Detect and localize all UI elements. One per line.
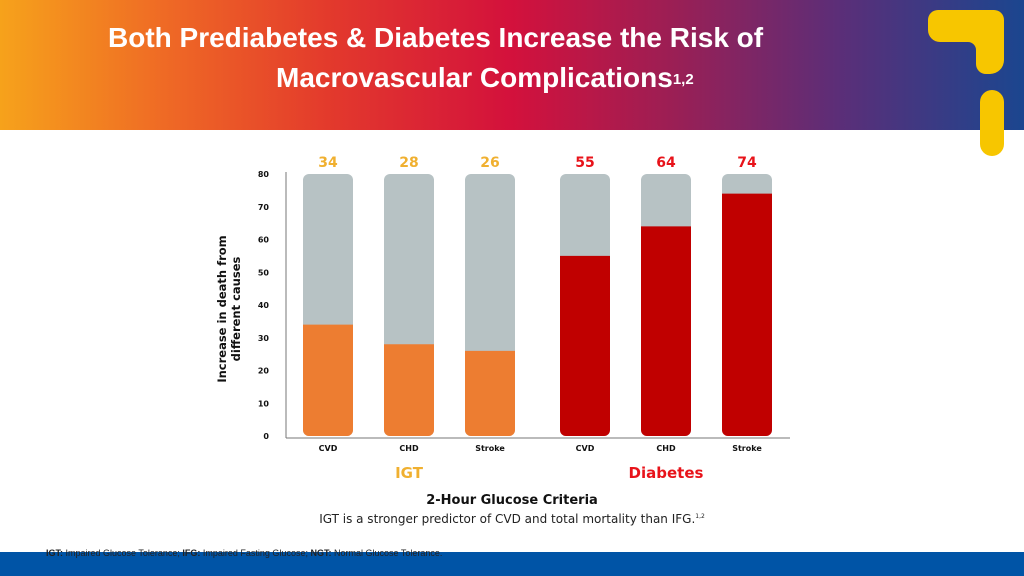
value-label: 26 [480,155,499,171]
value-label: 74 [737,155,757,171]
group-label: Diabetes [629,464,704,482]
brand-logo-icon [928,10,1004,156]
y-axis-label: Increase in death from different causes [215,235,243,382]
footnote-text-ngt: Normal Glucose Tolerance. [331,548,443,558]
note-body: IGT is a stronger predictor of CVD and t… [319,512,696,526]
data-bar [722,193,772,436]
title-refs: 1,2 [672,71,694,88]
footnote-abbr-ngt: NGT: [310,548,332,558]
y-tick-label: 20 [258,367,270,376]
value-labels: 34 28 26 55 64 74 [318,155,757,171]
y-tick-label: 60 [258,236,270,245]
note-text: IGT is a stronger predictor of CVD and t… [0,512,1024,526]
title-line-2-text: Macrovascular Complications [276,62,673,93]
y-tick-label: 80 [258,170,270,179]
footnote-abbr-ifg: IFG: [182,548,201,558]
title-line-2: Macrovascular Complications1,2 [80,58,840,98]
footer-bar [0,552,1024,576]
y-tick-label: 10 [258,399,270,408]
y-tick-label: 50 [258,268,270,277]
bars [303,174,772,436]
value-label: 34 [318,155,338,171]
value-label: 64 [656,155,676,171]
footnote-abbr-igt: IGT: [46,548,63,558]
category-label: CHD [399,444,419,453]
x-axis-title: 2-Hour Glucose Criteria [426,493,598,508]
category-labels: CVD CHD Stroke CVD CHD Stroke [319,444,763,453]
y-axis-label-line-1: Increase in death from [215,235,229,382]
value-label: 55 [575,155,594,171]
y-axis-label-line-2: different causes [229,256,243,361]
slide-title: Both Prediabetes & Diabetes Increase the… [80,18,840,98]
y-tick-label: 70 [258,203,270,212]
footnote-text-igt: Impaired Glucose Tolerance; [63,548,183,558]
data-bar [641,226,691,436]
note-refs: 1,2 [695,513,705,520]
y-tick-label: 40 [258,301,270,310]
data-bar [560,255,610,436]
group-labels: IGT Diabetes [395,464,703,482]
data-bar [465,350,515,436]
footnote-text-ifg: Impaired Fasting Glucose; [200,548,311,558]
header-banner [0,0,1024,130]
category-label: Stroke [732,444,762,453]
y-axis-ticks: 0 10 20 30 40 50 60 70 80 [258,170,270,441]
footnote: IGT: Impaired Glucose Tolerance; IFG: Im… [46,548,442,558]
category-label: CVD [576,444,595,453]
category-label: CVD [319,444,338,453]
title-line-1: Both Prediabetes & Diabetes Increase the… [108,22,764,53]
y-tick-label: 0 [263,432,269,441]
value-label: 28 [399,155,418,171]
data-bar [384,344,434,436]
data-bar [303,324,353,436]
category-label: CHD [656,444,676,453]
category-label: Stroke [475,444,505,453]
group-label: IGT [395,464,424,482]
y-tick-label: 30 [258,334,270,343]
